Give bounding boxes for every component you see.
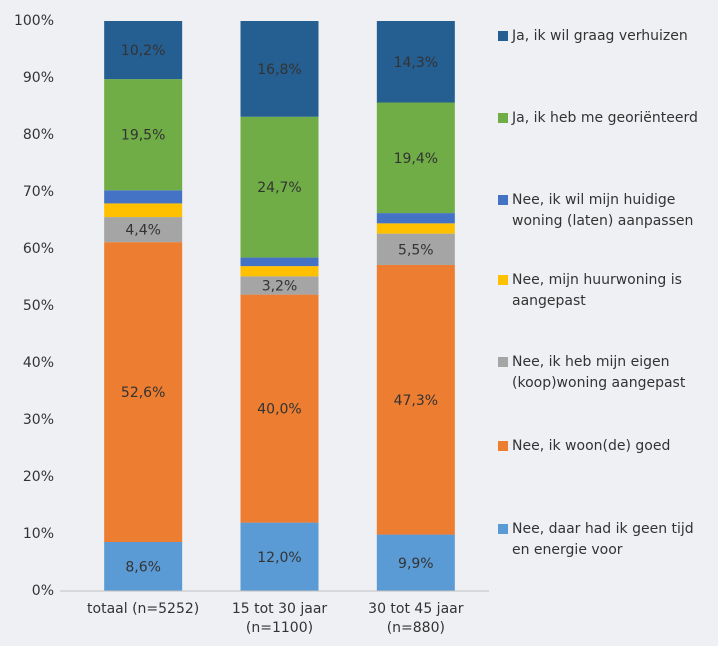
legend-label: Nee, ik wil mijn huidige woning (laten) … [512, 192, 694, 229]
legend-swatch [498, 524, 508, 534]
data-label: 24,7% [257, 180, 301, 196]
data-label: 16,8% [257, 62, 301, 78]
bar-segment [376, 534, 455, 591]
bar-segment [104, 217, 183, 243]
y-tick-label: 10% [23, 526, 54, 542]
bar-segment [240, 522, 319, 591]
bar-segment [240, 294, 319, 523]
data-label: 9,9% [398, 556, 434, 572]
x-tick-label: 15 tot 30 jaar (n=1100) [231, 601, 328, 636]
data-label: 4,4% [125, 223, 161, 239]
bar-segment [104, 242, 183, 542]
legend-label: Ja, ik wil graag verhuizen [512, 28, 688, 44]
bar-segment [104, 190, 183, 204]
bar-segment [104, 79, 183, 191]
y-tick-label: 30% [23, 412, 54, 428]
bar-segment [240, 116, 319, 258]
y-tick-label: 70% [23, 184, 54, 200]
bar-segment [104, 21, 183, 80]
data-label: 3,2% [262, 278, 298, 294]
legend-swatch [498, 441, 508, 451]
legend-label: Nee, mijn huurwoning is aangepast [512, 272, 682, 309]
legend-swatch [498, 195, 508, 205]
legend-item: Nee, ik woon(de) goed [498, 436, 713, 457]
y-tick-label: 90% [23, 70, 54, 86]
data-label: 40,0% [257, 402, 301, 418]
data-label: 47,3% [394, 393, 438, 409]
legend-item: Ja, ik wil graag verhuizen [498, 26, 713, 47]
bar-segment [104, 203, 183, 218]
bar-segment [240, 257, 319, 267]
data-label: 19,4% [394, 151, 438, 167]
y-tick-label: 100% [14, 13, 54, 29]
legend-label: Nee, daar had ik geen tijd en energie vo… [512, 521, 694, 558]
bar-segment [104, 541, 183, 591]
data-label: 8,6% [125, 559, 161, 575]
legend-swatch [498, 113, 508, 123]
bar-segment [376, 233, 455, 265]
x-tick-label: totaal (n=5252) [87, 601, 200, 617]
y-tick-label: 20% [23, 469, 54, 485]
bar-segment [376, 264, 455, 535]
bar-segment [376, 223, 455, 234]
bar-segment [376, 213, 455, 224]
bar-segment [376, 102, 455, 214]
y-tick-label: 50% [23, 298, 54, 314]
y-tick-label: 60% [23, 241, 54, 257]
legend-item: Nee, ik heb mijn eigen (koop)woning aang… [498, 352, 713, 394]
legend-label: Nee, ik woon(de) goed [512, 438, 671, 454]
legend-label: Nee, ik heb mijn eigen (koop)woning aang… [512, 354, 686, 391]
data-label: 12,0% [257, 550, 301, 566]
y-tick-label: 40% [23, 355, 54, 371]
legend-item: Ja, ik heb me georiënteerd [498, 108, 713, 129]
legend-swatch [498, 357, 508, 367]
data-label: 5,5% [398, 242, 434, 258]
data-label: 14,3% [394, 55, 438, 71]
x-tick-label: 30 tot 45 jaar (n=880) [368, 601, 464, 636]
y-tick-label: 80% [23, 127, 54, 143]
bar-segment [240, 21, 319, 117]
bar-segment [240, 276, 319, 295]
data-label: 10,2% [121, 43, 165, 59]
legend-item: Nee, daar had ik geen tijd en energie vo… [498, 519, 713, 561]
legend-label: Ja, ik heb me georiënteerd [512, 110, 698, 126]
legend-swatch [498, 31, 508, 41]
y-tick-label: 0% [32, 583, 54, 599]
bar-segment [376, 21, 455, 103]
bar-segment [240, 266, 319, 277]
data-label: 19,5% [121, 128, 165, 144]
legend-item: Nee, ik wil mijn huidige woning (laten) … [498, 190, 713, 232]
legend-swatch [498, 275, 508, 285]
legend-item: Nee, mijn huurwoning is aangepast [498, 270, 713, 312]
data-label: 52,6% [121, 385, 165, 401]
